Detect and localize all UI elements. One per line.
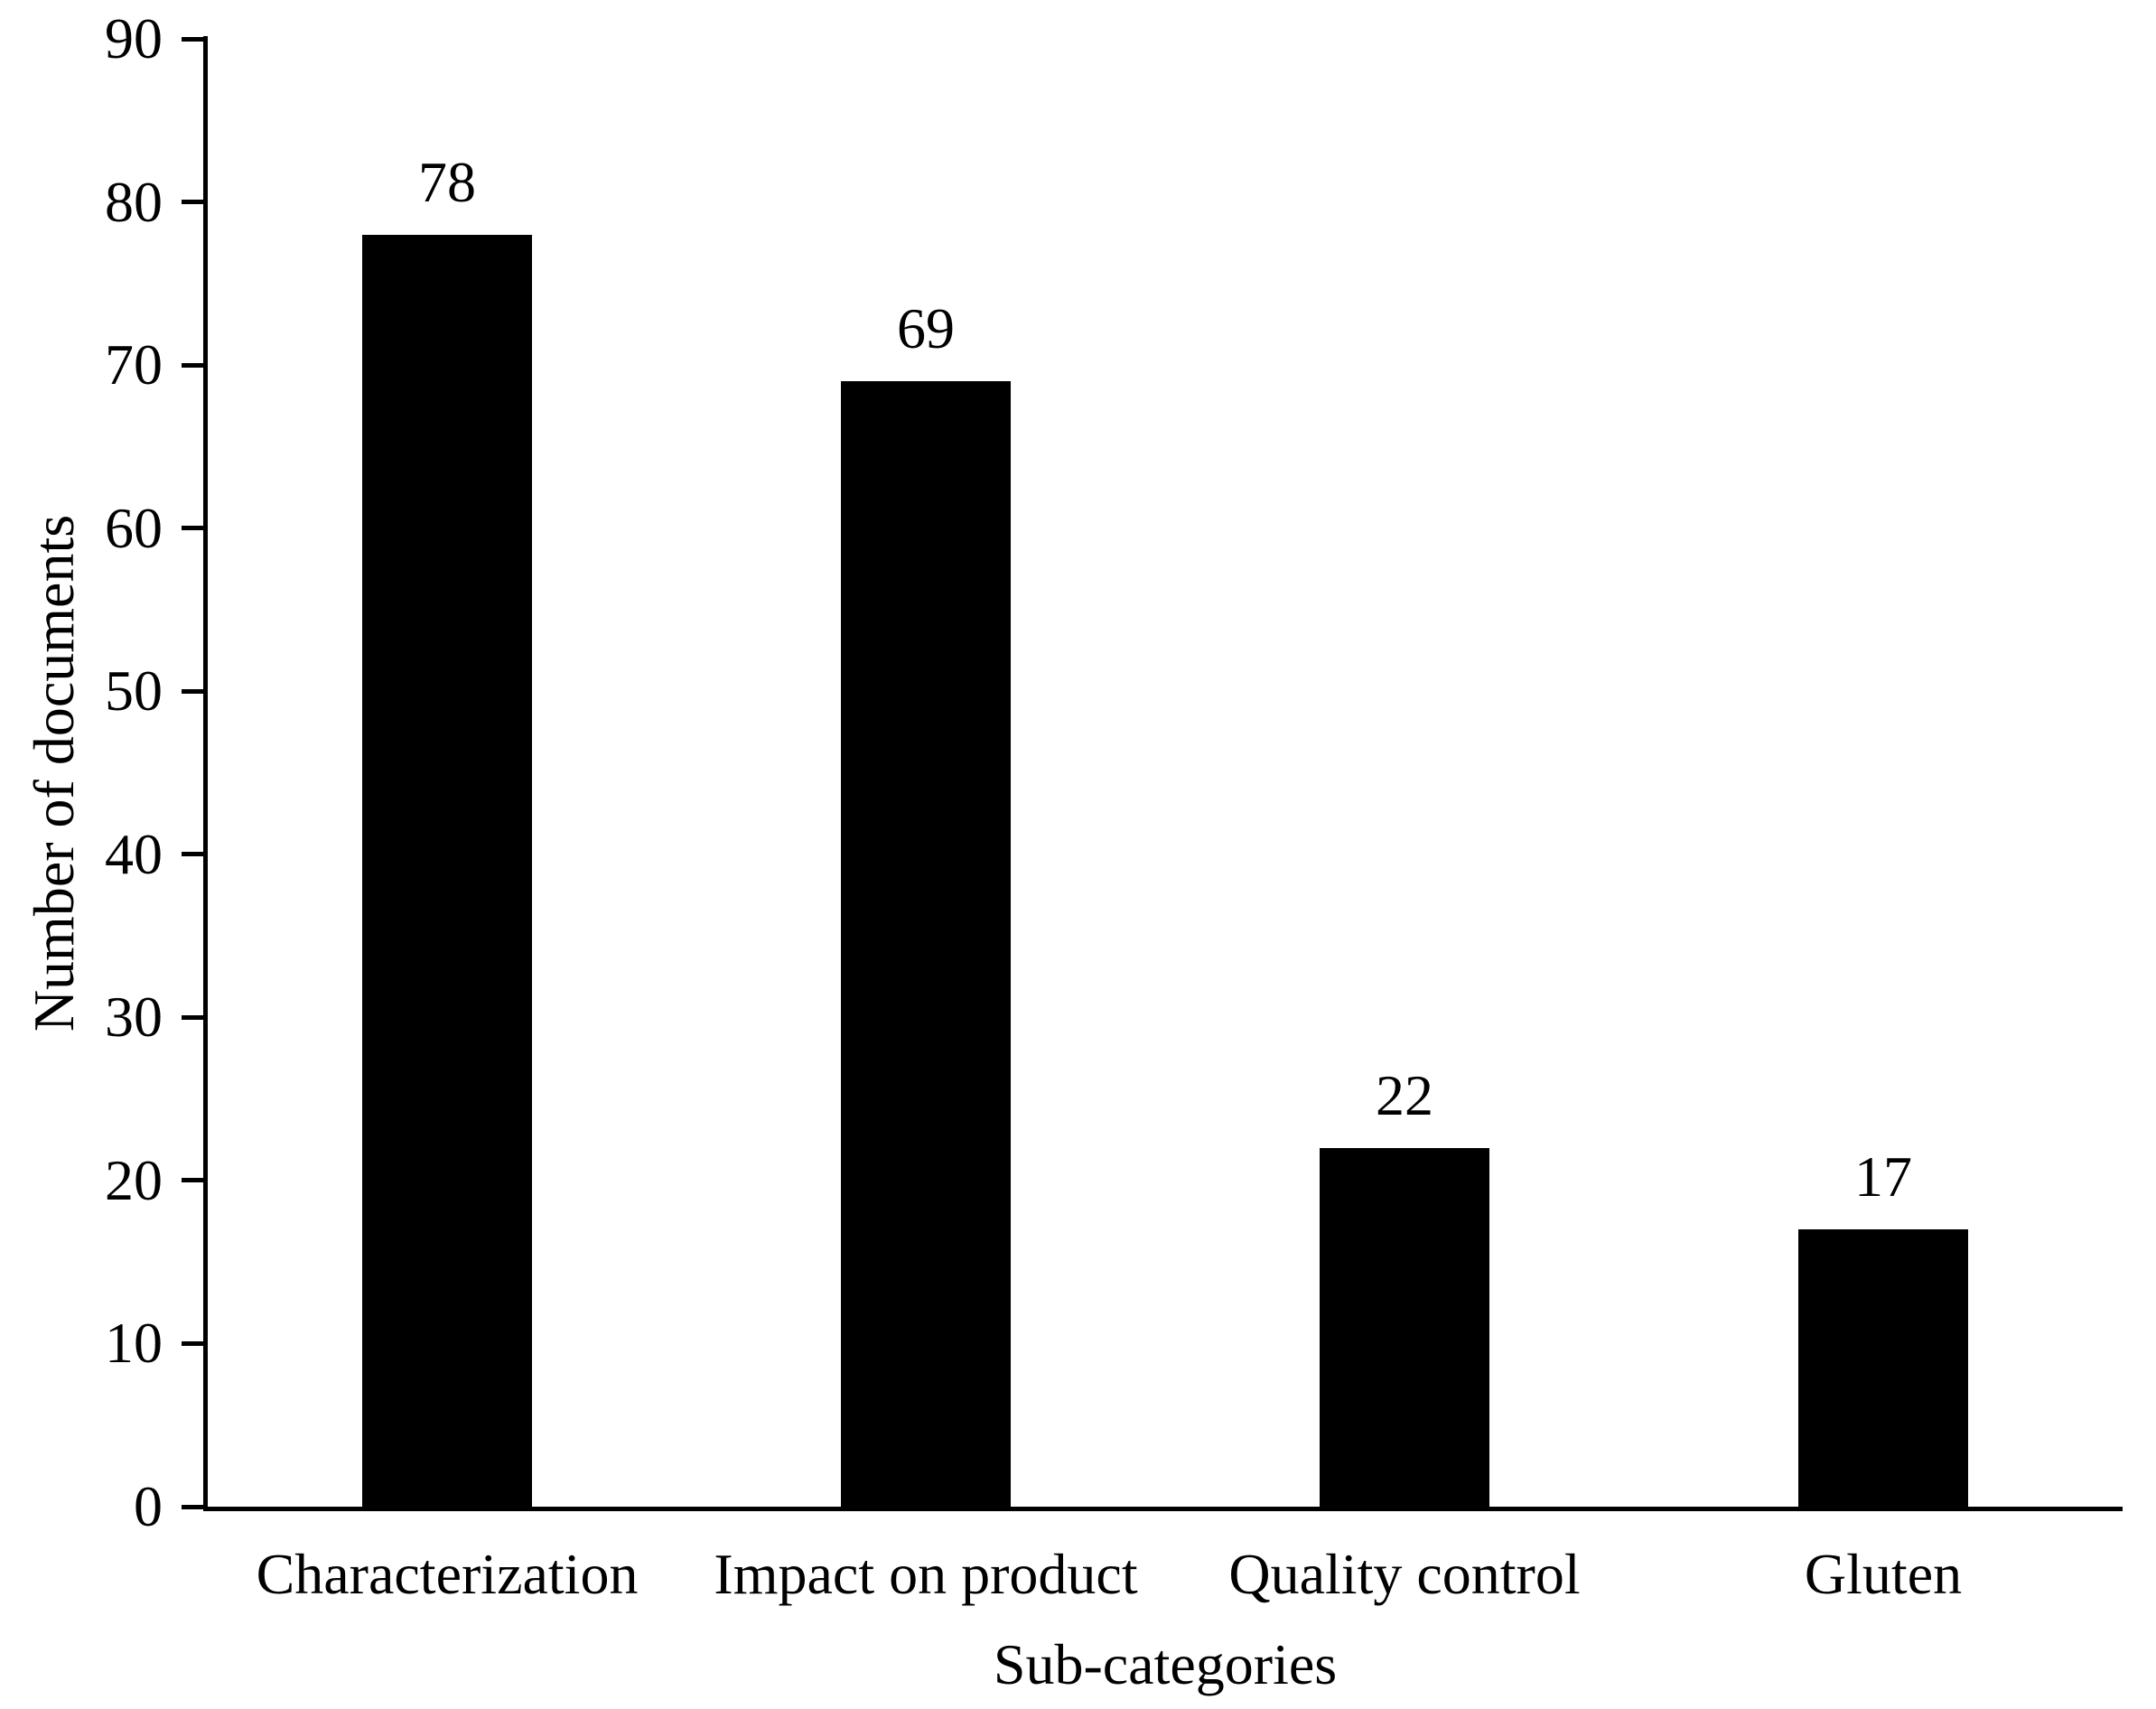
y-tick-mark [182,1504,203,1509]
y-axis-line [203,36,208,1511]
y-tick-label: 20 [105,1147,163,1212]
x-axis-line [203,1507,2123,1511]
y-tick-mark [182,1178,203,1183]
bar-value-label: 69 [897,296,955,361]
y-tick-mark [182,1340,203,1346]
x-category-label: Gluten [1804,1542,1963,1606]
y-tick-label: 80 [105,169,163,234]
x-category-label: Characterization [256,1542,639,1606]
y-tick-label: 90 [105,6,163,70]
y-tick-label: 70 [105,332,163,397]
y-tick-mark [182,852,203,857]
x-axis-title: Sub-categories [993,1632,1338,1696]
y-tick-label: 30 [105,985,163,1050]
bar-value-label: 17 [1854,1144,1912,1209]
y-tick-label: 60 [105,495,163,560]
bar [1320,1147,1489,1507]
y-tick-mark [182,36,203,42]
bar-value-label: 78 [418,149,476,214]
bar-value-label: 22 [1376,1062,1433,1127]
y-tick-mark [182,1014,203,1020]
y-tick-mark [182,688,203,694]
y-tick-label: 0 [134,1474,163,1538]
y-tick-mark [182,526,203,531]
x-category-label: Impact on product [714,1542,1138,1606]
y-tick-label: 40 [105,821,163,886]
y-tick-label: 50 [105,658,163,724]
bar [1798,1229,1968,1507]
y-tick-mark [182,200,203,205]
y-tick-mark [182,362,203,368]
bar [841,381,1011,1507]
x-category-label: Quality control [1228,1542,1581,1606]
bar [362,234,532,1507]
y-tick-label: 10 [105,1311,163,1376]
